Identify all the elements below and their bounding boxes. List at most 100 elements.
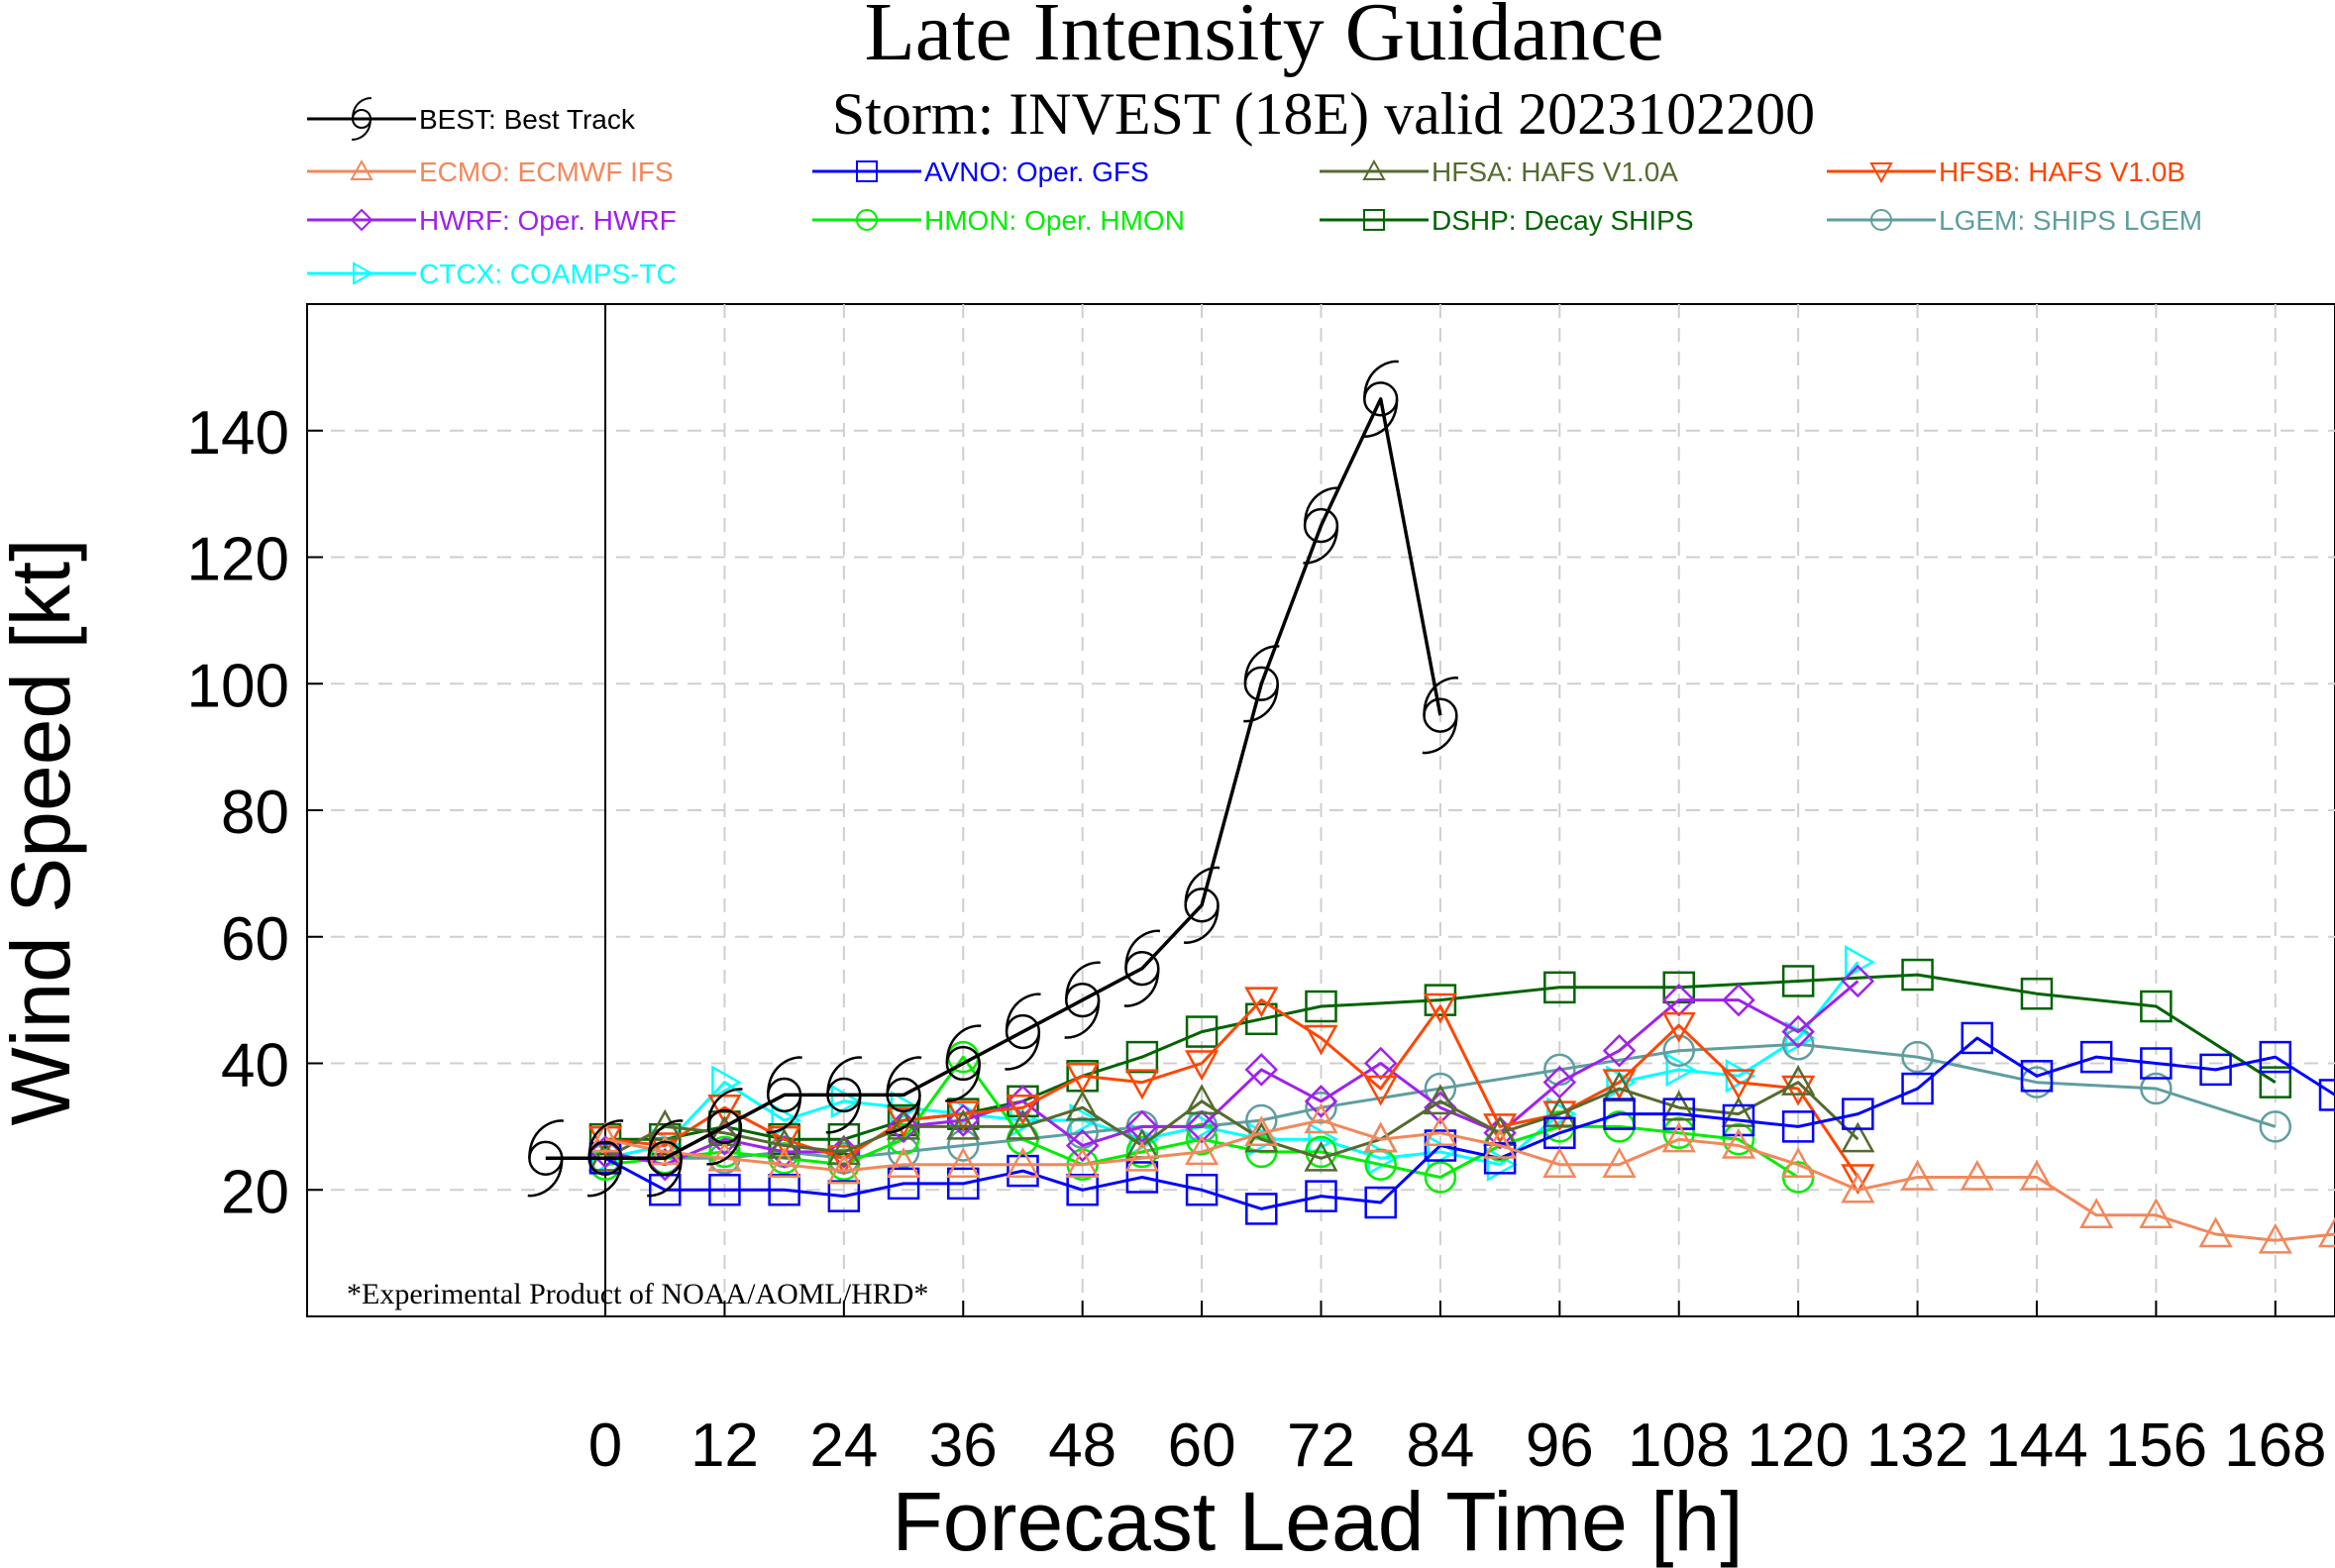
x-tick-label: 24 xyxy=(809,1411,878,1480)
x-tick-label: 156 xyxy=(2105,1411,2207,1480)
legend-label: HFSB: HAFS V1.0B xyxy=(1939,157,2185,187)
marker-square xyxy=(1901,958,1934,992)
marker-triangle xyxy=(1244,1121,1279,1153)
marker-square xyxy=(1543,971,1576,1004)
marker-square xyxy=(2020,1060,2054,1093)
marker-circle xyxy=(1125,1135,1159,1169)
marker-square xyxy=(1722,1103,1755,1137)
marker-hurricane xyxy=(945,1024,982,1102)
marker-triangle xyxy=(2317,1216,2335,1248)
series-dshp xyxy=(588,958,2292,1156)
series-line xyxy=(545,397,1442,1161)
x-tick-label: 84 xyxy=(1406,1411,1474,1480)
marker-diamond xyxy=(887,1109,920,1144)
marker-square xyxy=(1245,1002,1278,1036)
hurricane-arm xyxy=(1005,993,1041,1032)
marker-triangle xyxy=(1661,1090,1696,1121)
marker-circle xyxy=(708,1135,741,1169)
hurricane-arm xyxy=(351,118,372,141)
marker-square xyxy=(1185,1174,1219,1206)
series-line xyxy=(605,973,2277,1141)
marker-triangle-right xyxy=(353,261,374,285)
hurricane-arm xyxy=(825,1095,862,1134)
x-tick-label: 144 xyxy=(1985,1411,2087,1480)
marker-square xyxy=(1364,1186,1397,1219)
marker-hurricane xyxy=(1422,677,1459,755)
marker-square xyxy=(1781,965,1815,997)
marker-triangle xyxy=(648,1134,683,1166)
hurricane-arm xyxy=(1064,999,1101,1039)
marker-triangle xyxy=(1006,1108,1040,1140)
hurricane-arm xyxy=(1183,904,1220,944)
legend-label: HMON: Oper. HMON xyxy=(924,205,1185,236)
y-tick-label: 140 xyxy=(187,399,289,468)
hurricane-arm xyxy=(1303,525,1339,565)
marker-triangle xyxy=(587,1121,623,1153)
marker-triangle xyxy=(707,1140,742,1172)
marker-triangle xyxy=(1542,1097,1577,1127)
marker-hurricane xyxy=(1243,645,1280,723)
marker-hurricane xyxy=(1123,929,1161,1007)
hurricane-arm xyxy=(528,1119,565,1159)
marker-square xyxy=(768,1174,800,1206)
marker-triangle-right xyxy=(1845,945,1875,980)
x-tick-label: 96 xyxy=(1526,1411,1594,1480)
hurricane-arm xyxy=(587,1119,624,1159)
marker-triangle xyxy=(2198,1216,2233,1248)
marker-triangle-down xyxy=(1841,1164,1875,1196)
series-avno xyxy=(588,1021,2335,1225)
marker-hurricane xyxy=(1064,961,1101,1039)
marker-triangle xyxy=(2258,1222,2292,1254)
marker-triangle xyxy=(1960,1159,1994,1191)
marker-triangle xyxy=(2079,1198,2114,1229)
marker-square xyxy=(1961,1021,1994,1055)
marker-diamond xyxy=(1185,1109,1219,1144)
marker-triangle-down xyxy=(1065,1063,1100,1094)
legend-label: HWRF: Oper. HWRF xyxy=(419,205,677,236)
legend-item: CTCX: COAMPS-TC xyxy=(307,259,677,289)
marker-circle xyxy=(856,209,878,231)
marker-circle xyxy=(1245,1103,1278,1137)
marker-square xyxy=(1781,1110,1815,1143)
x-tick-label: 72 xyxy=(1287,1411,1355,1480)
y-tick-label: 80 xyxy=(221,779,289,847)
marker-circle xyxy=(1424,1072,1457,1105)
marker-square xyxy=(1125,1040,1159,1074)
hurricane-arm xyxy=(1005,1031,1041,1071)
hurricane-arm xyxy=(1362,398,1399,438)
x-tick-label: 60 xyxy=(1168,1411,1236,1480)
marker-square xyxy=(708,1174,741,1206)
hurricane-arm xyxy=(706,1088,743,1127)
marker-square xyxy=(1424,984,1457,1016)
hurricane-arm xyxy=(1124,929,1161,969)
hurricane-arm xyxy=(1065,961,1101,1000)
x-tick-label: 108 xyxy=(1628,1411,1730,1480)
marker-triangle xyxy=(767,1127,801,1159)
marker-triangle-down xyxy=(1363,1075,1398,1106)
marker-triangle-right xyxy=(711,1065,743,1099)
marker-circle xyxy=(1543,1053,1576,1087)
hurricane-arm xyxy=(1184,866,1221,905)
legend-item: DSHP: Decay SHIPS xyxy=(1320,205,1694,236)
marker-circle xyxy=(1781,1028,1815,1061)
marker-square xyxy=(1363,209,1385,231)
marker-triangle-down xyxy=(648,1132,683,1164)
hurricane-arm xyxy=(1423,677,1459,716)
marker-square xyxy=(1603,1098,1636,1130)
hurricane-arm xyxy=(586,1158,623,1198)
marker-square xyxy=(1305,990,1337,1023)
marker-hurricane xyxy=(647,1119,684,1198)
marker-triangle xyxy=(1542,1147,1577,1178)
x-tick-label: 36 xyxy=(929,1411,998,1480)
marker-circle xyxy=(1305,1135,1337,1169)
grid-lines xyxy=(307,304,2335,1316)
marker-circle xyxy=(1185,1122,1219,1156)
hurricane-arm xyxy=(1243,683,1279,723)
x-tick-label: 168 xyxy=(2224,1411,2326,1480)
marker-circle xyxy=(1901,1040,1934,1074)
marker-diamond xyxy=(1722,983,1755,1017)
marker-diamond xyxy=(1244,1053,1279,1087)
